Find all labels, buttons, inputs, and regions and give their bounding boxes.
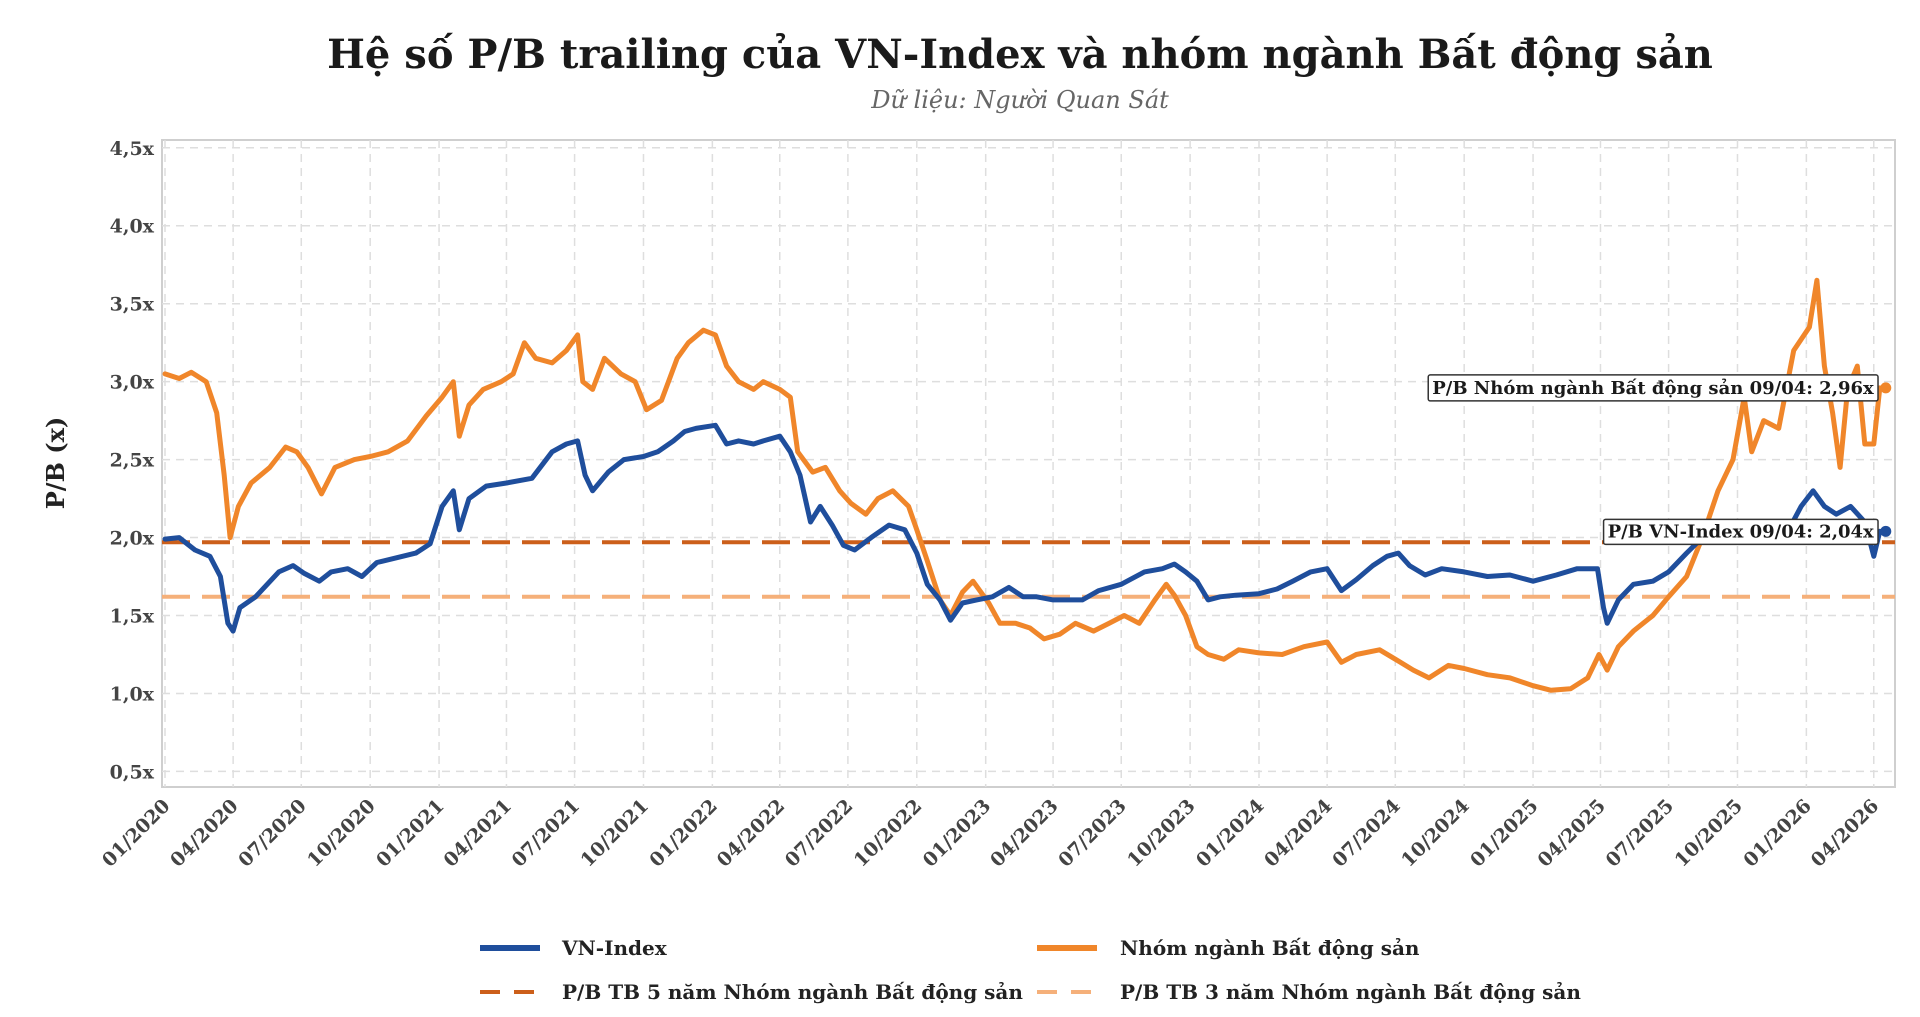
- x-tick-label: 01/2024: [1192, 795, 1269, 872]
- callout-box: [1427, 374, 1879, 402]
- legend-item-avg3y: P/B TB 3 năm Nhóm ngành Bất động sản: [1037, 980, 1581, 1004]
- legend-label-avg5y: P/B TB 5 năm Nhóm ngành Bất động sản: [562, 980, 1023, 1004]
- y-axis-label: P/B (x): [41, 417, 70, 509]
- legend-item-avg5y: P/B TB 5 năm Nhóm ngành Bất động sản: [480, 980, 1023, 1004]
- y-axis-ticks: 0,5x 1,0x 1,5x 2,0x 2,5x 3,0x 3,5x 4,0x 4,5x: [110, 138, 155, 784]
- legend-item-vnindex: VN-Index: [480, 936, 668, 960]
- chart-title: Hệ số P/B trailing của VN-Index và nhóm …: [327, 31, 1713, 78]
- x-tick-label: 01/2026: [1739, 795, 1816, 872]
- x-tick-label: 07/2024: [1328, 795, 1405, 872]
- legend-item-bds: Nhóm ngành Bất động sản: [1037, 936, 1420, 960]
- x-tick-label: 01/2025: [1466, 795, 1543, 872]
- value-callout: P/B Nhóm ngành Bất động sản 09/04: 2,96x: [1427, 374, 1879, 402]
- x-tick-label: 01/2022: [645, 795, 722, 872]
- y-tick-label: 2,5x: [110, 450, 155, 472]
- x-axis-ticks: 01/202004/202007/202010/202001/202104/20…: [98, 795, 1883, 872]
- y-tick-label: 3,5x: [110, 294, 155, 316]
- x-tick-label: 10/2025: [1670, 795, 1747, 872]
- x-tick-label: 04/2021: [439, 795, 516, 872]
- legend: VN-Index Nhóm ngành Bất động sản P/B TB …: [480, 936, 1581, 1004]
- callout-box: [1602, 518, 1879, 546]
- x-tick-label: 07/2022: [781, 795, 858, 872]
- x-tick-label: 07/2021: [508, 795, 585, 872]
- legend-label-bds: Nhóm ngành Bất động sản: [1120, 936, 1420, 960]
- x-tick-label: 10/2024: [1397, 795, 1474, 872]
- x-tick-label: 10/2022: [850, 795, 927, 872]
- x-tick-label: 07/2025: [1602, 795, 1679, 872]
- value-callouts: P/B Nhóm ngành Bất động sản 09/04: 2,96x…: [1427, 374, 1879, 546]
- y-tick-label: 4,5x: [110, 138, 155, 160]
- x-tick-label: 10/2020: [303, 795, 380, 872]
- series-lines: [162, 277, 1892, 693]
- series-endpoint: [1880, 525, 1892, 537]
- plot-frame: [161, 139, 1896, 788]
- x-tick-label: 01/2021: [372, 795, 449, 872]
- x-tick-label: 04/2024: [1260, 795, 1337, 872]
- x-tick-label: 01/2020: [98, 795, 175, 872]
- x-tick-label: 04/2020: [166, 795, 243, 872]
- legend-label-vnindex: VN-Index: [561, 936, 668, 960]
- x-tick-label: 04/2023: [986, 795, 1063, 872]
- value-callout: P/B VN-Index 09/04: 2,04x: [1602, 518, 1879, 546]
- y-tick-label: 4,0x: [110, 216, 155, 238]
- y-tick-label: 3,0x: [110, 372, 155, 394]
- x-tick-label: 07/2020: [234, 795, 311, 872]
- y-tick-label: 1,0x: [110, 683, 155, 705]
- x-tick-label: 10/2023: [1123, 795, 1200, 872]
- series-line: [162, 277, 1883, 693]
- y-tick-label: 0,5x: [110, 761, 155, 783]
- x-tick-label: 04/2022: [713, 795, 790, 872]
- legend-label-avg3y: P/B TB 3 năm Nhóm ngành Bất động sản: [1120, 980, 1581, 1004]
- series-line: [162, 422, 1883, 634]
- x-tick-label: 10/2021: [576, 795, 653, 872]
- x-tick-label: 01/2023: [919, 795, 996, 872]
- x-tick-label: 04/2025: [1533, 795, 1610, 872]
- x-tick-label: 04/2026: [1807, 795, 1884, 872]
- series-endpoint: [1880, 382, 1892, 394]
- y-tick-label: 2,0x: [110, 528, 155, 550]
- callout-label: P/B VN-Index 09/04: 2,04x: [1608, 521, 1874, 542]
- x-tick-label: 07/2023: [1054, 795, 1131, 872]
- grid-horizontal: [162, 147, 1895, 773]
- grid-vertical: [164, 140, 1875, 787]
- callout-label: P/B Nhóm ngành Bất động sản 09/04: 2,96x: [1432, 377, 1874, 399]
- chart-subtitle: Dữ liệu: Người Quan Sát: [870, 86, 1169, 114]
- y-tick-label: 1,5x: [110, 606, 155, 628]
